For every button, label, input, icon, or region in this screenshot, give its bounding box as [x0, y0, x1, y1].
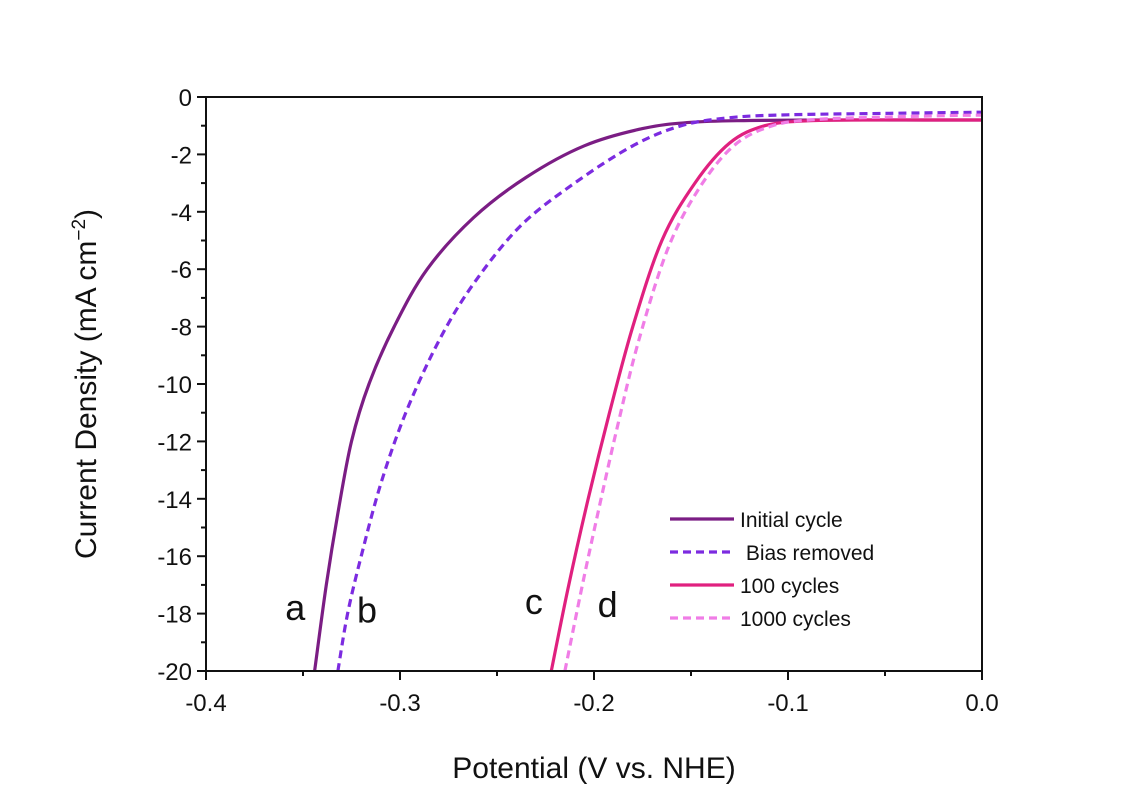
- legend-label-1: Initial cycle: [740, 509, 843, 532]
- curves-layer: [313, 110, 983, 672]
- y-tick-label: -16: [157, 544, 192, 571]
- x-tick-label: -0.4: [185, 690, 226, 717]
- ticks-layer: -0.4 -0.3 -0.2 -0.1 0.0 0 -2 -4 -6 -8 -10 -12 -14 -16…: [157, 85, 998, 717]
- series-line-4: [563, 113, 983, 672]
- legend-label-3: 100 cycles: [740, 575, 839, 598]
- series-line-2: [336, 110, 983, 672]
- y-tick-label: -20: [157, 659, 192, 686]
- curve-label-d: d: [598, 584, 618, 625]
- y-tick-label: -4: [171, 200, 192, 227]
- y-axis-title-superscript: −2: [69, 219, 90, 241]
- y-tick-label: -10: [157, 372, 192, 399]
- x-tick-label: -0.1: [767, 690, 808, 717]
- x-tick-label: -0.2: [573, 690, 614, 717]
- y-tick-label: -14: [157, 487, 192, 514]
- y-axis-title: Current Density (mA cm−2): [69, 209, 103, 559]
- legend: Initial cycle Bias removed 100 cycles 1000…: [670, 509, 874, 631]
- curve-label-c: c: [525, 581, 543, 622]
- x-tick-label: 0.0: [965, 690, 998, 717]
- legend-label-4: 1000 cycles: [740, 608, 851, 631]
- y-tick-label: -12: [157, 429, 192, 456]
- y-axis-title-close: ): [70, 209, 103, 219]
- x-axis-title: Potential (V vs. NHE): [452, 752, 735, 785]
- y-tick-label: -8: [171, 315, 192, 342]
- y-tick-label: -6: [171, 257, 192, 284]
- curve-label-a: a: [285, 587, 306, 628]
- plot-frame: [205, 96, 983, 672]
- y-tick-label: -18: [157, 602, 192, 629]
- legend-label-2: Bias removed: [740, 542, 874, 565]
- y-axis-title-main: Current Density (mA cm: [70, 241, 103, 559]
- curve-label-b: b: [357, 590, 377, 631]
- x-tick-label: -0.3: [379, 690, 420, 717]
- series-line-3: [549, 118, 982, 672]
- curve-labels: a b c d: [285, 581, 617, 631]
- y-tick-label: -2: [171, 142, 192, 169]
- y-tick-label: 0: [179, 85, 192, 112]
